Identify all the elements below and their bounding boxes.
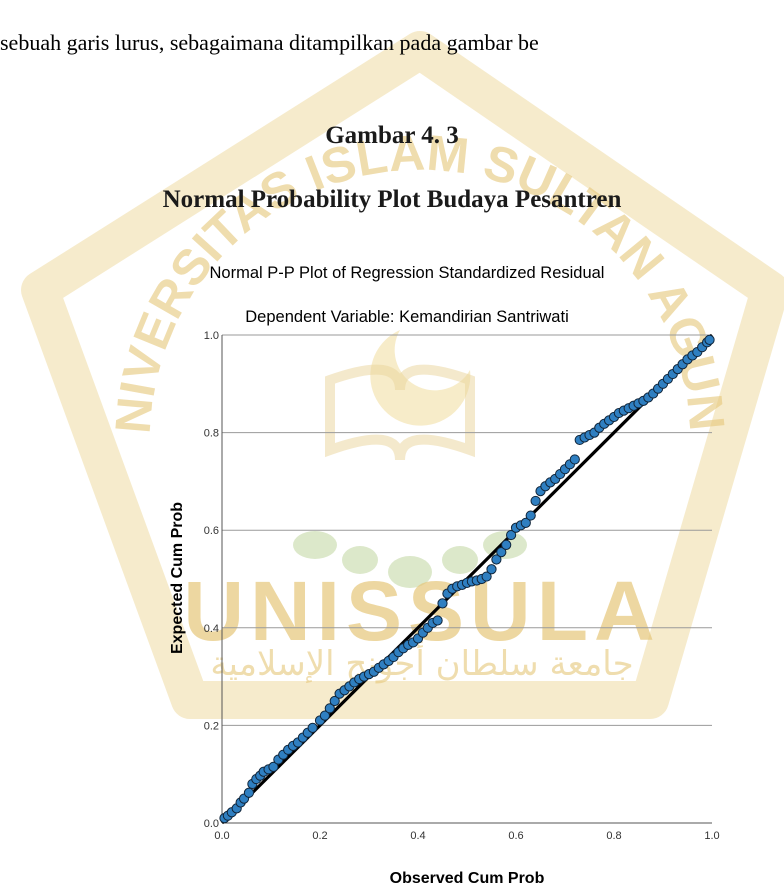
chart-title: Normal P-P Plot of Regression Standardiz… — [210, 264, 605, 282]
document-text-line: sebuah garis lurus, sebagaimana ditampil… — [0, 30, 539, 55]
data-point — [432, 615, 443, 626]
data-point — [437, 598, 448, 609]
x-tick-label: 1.0 — [704, 830, 719, 842]
data-point — [319, 710, 330, 721]
data-point — [481, 571, 492, 582]
y-axis-ticks: 0.0 0.2 0.4 0.6 0.8 1.0 — [204, 330, 219, 830]
y-tick-label: 1.0 — [204, 330, 219, 342]
data-point — [307, 722, 318, 733]
data-point — [704, 334, 715, 345]
data-point — [496, 547, 507, 558]
data-point — [520, 517, 531, 528]
data-point — [268, 761, 279, 772]
plot-axes — [221, 335, 712, 824]
y-tick-label: 0.0 — [204, 818, 219, 830]
crescent-emblem-shape — [370, 330, 471, 426]
x-tick-label: 0.0 — [214, 830, 229, 842]
x-tick-label: 0.6 — [508, 830, 523, 842]
leaf-emblem-shapes — [293, 531, 527, 588]
data-point — [501, 539, 512, 550]
x-tick-label: 0.4 — [410, 830, 425, 842]
data-point — [530, 495, 541, 507]
data-point — [486, 564, 497, 575]
open-book-emblem-shape — [325, 364, 475, 461]
y-tick-label: 0.4 — [204, 623, 219, 635]
x-axis-label: Observed Cum Prob — [390, 870, 545, 887]
data-point — [506, 529, 517, 541]
pentagon-emblem-shape — [21, 31, 784, 719]
figure-caption: Normal Probability Plot Budaya Pesantren — [162, 186, 622, 213]
watermark-arabic-text: جامعة سلطان أجونج الإسلامية — [210, 641, 633, 684]
data-point — [329, 695, 340, 707]
data-points — [219, 334, 715, 824]
y-tick-label: 0.8 — [204, 428, 219, 440]
grid-lines — [222, 334, 712, 726]
x-tick-label: 0.8 — [606, 830, 621, 842]
data-point — [324, 703, 335, 714]
y-tick-label: 0.6 — [204, 525, 219, 537]
figure-number: Gambar 4. 3 — [325, 122, 459, 149]
data-point — [525, 510, 536, 521]
y-axis-label: Expected Cum Prob — [169, 502, 186, 654]
data-point — [491, 554, 502, 565]
y-tick-label: 0.2 — [204, 720, 219, 732]
x-tick-label: 0.2 — [312, 830, 327, 842]
data-point — [569, 454, 580, 465]
chart-subtitle: Dependent Variable: Kemandirian Santriwa… — [245, 308, 568, 326]
data-point — [243, 787, 255, 798]
x-axis-ticks: 0.0 0.2 0.4 0.6 0.8 1.0 — [214, 830, 719, 842]
